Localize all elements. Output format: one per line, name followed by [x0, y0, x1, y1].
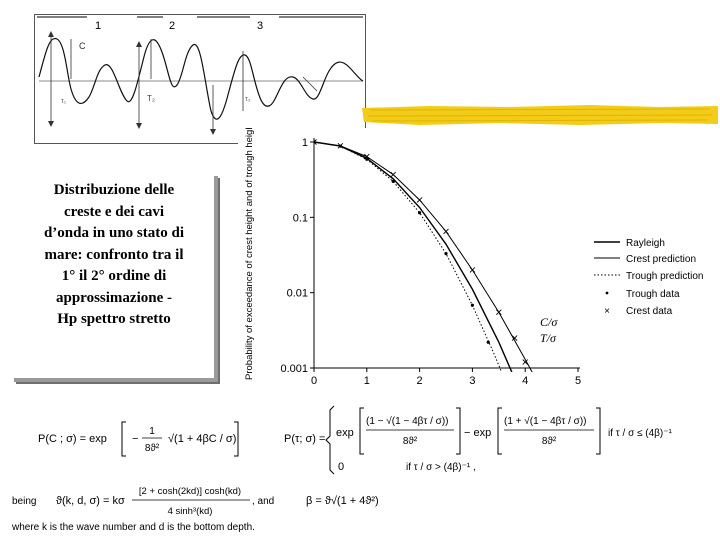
wave-profile: [38, 37, 364, 120]
trough-label-2: T₂: [147, 94, 155, 103]
trough-label-3: τ₃: [245, 96, 251, 103]
point-crest-data-6: [469, 267, 476, 273]
legend-label-crest-data: Crest data: [626, 306, 673, 317]
trough-condition-2: if τ / σ > (4β)⁻¹ ,: [406, 462, 476, 473]
point-trough-data-4: [418, 211, 422, 215]
trough-condition-1: if τ / σ ≤ (4β)⁻¹: [608, 428, 673, 439]
sketch-tick-mark: [302, 76, 318, 92]
legend-label-crest-prediction: Crest prediction: [626, 254, 696, 265]
crest-frac-num: 1: [149, 426, 155, 437]
wave-sketch-panel: 1 2 3 C τ₁ T₂ τ₃: [34, 14, 366, 144]
trough-zero: 0: [338, 461, 344, 473]
being-label: being: [12, 496, 36, 507]
chart-frame: Probability of exceedance of crest heigh…: [238, 121, 720, 394]
theta-denominator: 4 sinh³(kd): [168, 506, 213, 517]
chart-legend: Rayleigh Crest prediction Trough predict…: [594, 238, 703, 317]
x-tick-label-0: 0: [311, 375, 317, 387]
formulas-area: P(C ; σ) = exp − 1 8ϑ² √(1 + 4βC / σ) P(…: [11, 405, 673, 533]
crest-formula-lhs: P(C ; σ) = exp: [38, 433, 107, 445]
arrow-heads: [48, 31, 216, 135]
series-line-trough-prediction: [314, 141, 503, 372]
point-trough-data-2: [365, 157, 369, 161]
x-tick-label-1: 1: [364, 375, 370, 387]
description-line-7: Hp spettro stretto: [57, 311, 171, 327]
y-tick-label-0.01: 0.01: [287, 288, 308, 300]
description-line-3: d’onda in uno stato di: [43, 225, 185, 241]
description-panel: Distribuzione delle creste e dei cavi d’…: [14, 176, 218, 382]
theta-beta-definitions: being ϑ(k, d, σ) = kσ [2 + cosh(2kd)] co…: [11, 486, 379, 533]
legend-swatch-crest-data: ×: [604, 306, 610, 317]
description-line-5: 1° il 2° ordine di: [61, 268, 167, 284]
crest-frac-den: 8ϑ²: [145, 443, 160, 454]
x-tick-label-3: 3: [469, 375, 475, 387]
legend-label-rayleigh: Rayleigh: [626, 238, 665, 249]
crest-root: √(1 + 4βC / σ): [168, 433, 236, 445]
x-tick-label-4: 4: [522, 375, 528, 387]
exceedance-chart: Probability of exceedance of crest heigh…: [244, 121, 703, 387]
point-crest-data-3: [390, 171, 397, 178]
point-crest-data-8: [511, 335, 518, 341]
x-tick-label-2: 2: [417, 375, 423, 387]
trough-root-2: (1 + √(1 − 4βτ / σ)): [504, 415, 587, 427]
point-crest-data-5: [443, 228, 449, 235]
and-label: , and: [252, 496, 274, 507]
point-trough-data-3: [391, 179, 395, 183]
tick-labels: 0 1 2 3 4 5 0.001 0.01 0.1 1: [280, 137, 581, 387]
point-trough-data-5: [444, 252, 448, 256]
legend-label-trough-data: Trough data: [626, 289, 680, 300]
axis-inner-label-trough: T/σ: [540, 331, 557, 345]
segment-label-3: 3: [257, 20, 263, 32]
legend-label-trough-prediction: Trough prediction: [626, 271, 703, 282]
series-line-rayleigh: [314, 141, 513, 372]
trough-exp-1: exp: [336, 427, 354, 439]
point-crest-data-4: [416, 197, 423, 203]
svg-text:−: −: [132, 433, 138, 445]
point-crest-data-2: [363, 153, 370, 160]
y-tick-label-1: 1: [302, 137, 308, 149]
description-line-4: mare: confronto tra il: [44, 246, 184, 263]
beta-definition: β = ϑ√(1 + 4ϑ²): [306, 495, 379, 507]
point-crest-data-7: [495, 309, 502, 316]
x-tick-label-5: 5: [575, 375, 581, 387]
description-line-1: Distribuzione delle: [53, 182, 175, 198]
description-line-6: approssimazione -: [56, 289, 172, 306]
point-trough-data-7: [486, 340, 490, 344]
trough-den-1: 8ϑ²: [403, 436, 418, 447]
theta-lhs: ϑ(k, d, σ) = kσ: [56, 495, 125, 507]
point-crest-data-0: [314, 139, 317, 145]
wave-sketch: 1 2 3 C τ₁ T₂ τ₃: [37, 16, 364, 135]
trough-den-2: 8ϑ²: [542, 436, 557, 447]
highlighter-stroke: [362, 105, 718, 125]
theta-numerator: [2 + cosh(2kd)] cosh(kd): [139, 486, 241, 497]
point-crest-data-1: [337, 142, 344, 149]
axis-ticks: [310, 141, 579, 372]
point-crest-data-9: [522, 359, 529, 365]
trough-probability-formula: P(τ; σ) = exp (1 − √(1 − 4βτ / σ)) 8ϑ² −…: [284, 405, 673, 475]
legend-swatch-trough-data: [605, 291, 609, 295]
trough-formula-lhs: P(τ; σ) =: [284, 433, 325, 445]
trough-exp-2: − exp: [464, 427, 491, 439]
segment-label-1: 1: [95, 20, 101, 32]
axis-inner-label-crest: C/σ: [540, 315, 558, 329]
segment-label-2: 2: [169, 20, 175, 32]
y-tick-label-0.1: 0.1: [293, 212, 308, 224]
y-axis-label: Probability of exceedance of crest heigh…: [244, 128, 255, 380]
where-line: where k is the wave number and d is the …: [11, 522, 255, 533]
point-trough-data-6: [470, 303, 474, 307]
series-line-crest-prediction: [314, 141, 533, 372]
description-line-2: creste e dei cavi: [63, 203, 165, 220]
trough-root-1: (1 − √(1 − 4βτ / σ)): [366, 415, 449, 427]
measure-arrows: [50, 33, 244, 133]
series-layer: [314, 139, 533, 372]
crest-label: C: [79, 41, 86, 51]
y-tick-label-0.001: 0.001: [280, 363, 308, 375]
crest-probability-formula: P(C ; σ) = exp − 1 8ϑ² √(1 + 4βC / σ): [38, 421, 239, 457]
trough-label-1: τ₁: [61, 98, 67, 105]
